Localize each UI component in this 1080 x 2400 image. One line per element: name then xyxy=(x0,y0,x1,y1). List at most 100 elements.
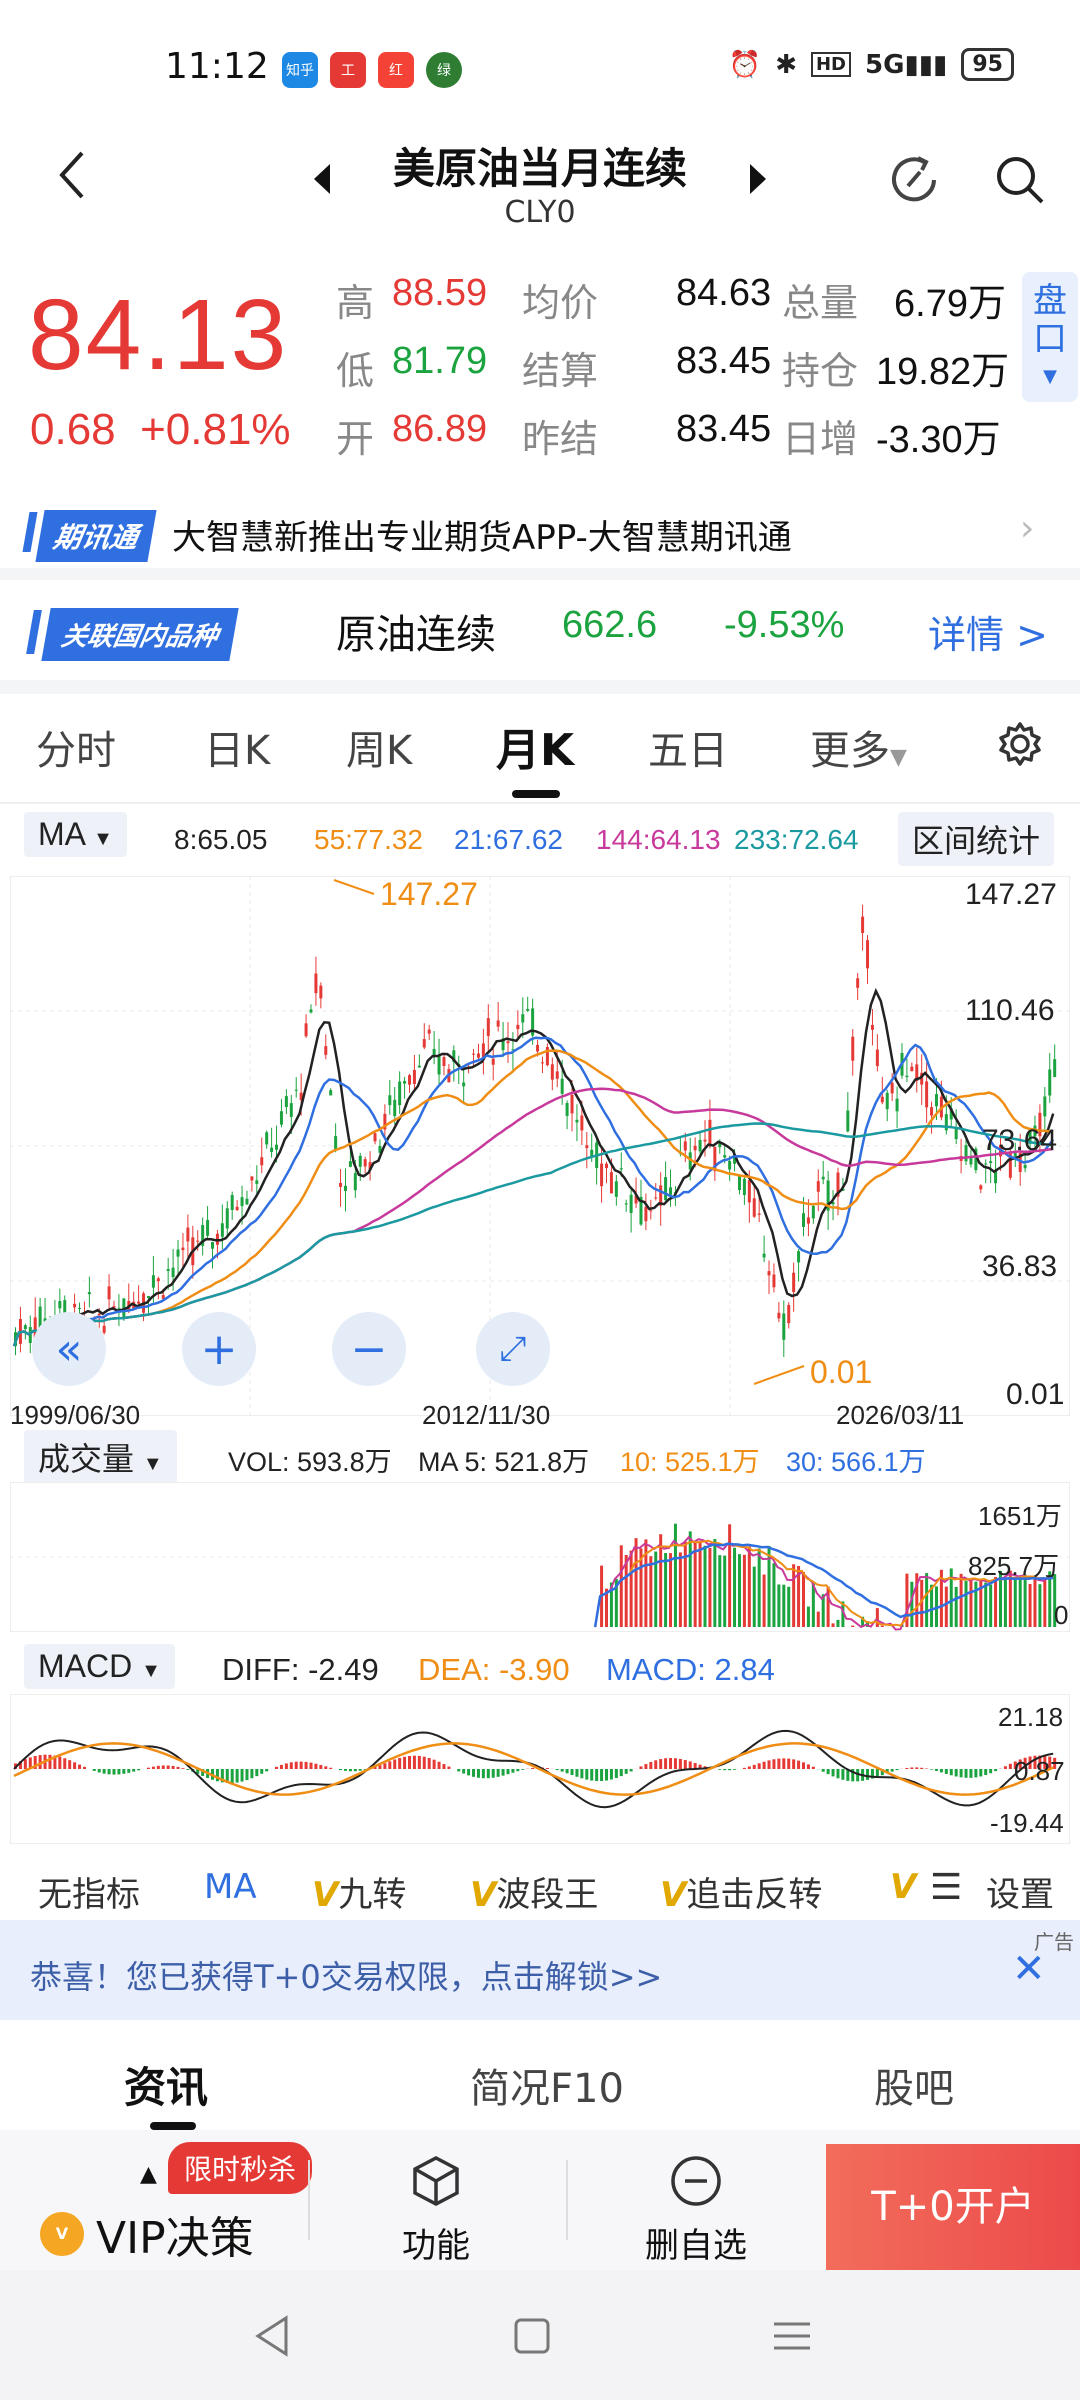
scroll-left-button[interactable]: « xyxy=(32,1312,106,1386)
candle xyxy=(949,1108,953,1120)
remove-watchlist-button[interactable]: 删自选 xyxy=(636,2154,756,2267)
zoom-out-button[interactable]: − xyxy=(332,1312,406,1386)
macd-bar xyxy=(895,1769,899,1771)
indicator-ma[interactable]: MA xyxy=(204,1867,257,1907)
macd-bar xyxy=(486,1769,490,1779)
volume-bar xyxy=(821,1594,825,1627)
macd-bar xyxy=(934,1769,938,1771)
macd-bar xyxy=(654,1760,658,1769)
candle xyxy=(235,1206,239,1211)
indicator-none[interactable]: 无指标 xyxy=(38,1875,140,1915)
candle xyxy=(1008,1152,1012,1178)
refresh-icon[interactable] xyxy=(884,150,944,214)
tab-daily-k[interactable]: 日K xyxy=(204,728,271,774)
close-icon[interactable]: ✕ xyxy=(1012,1946,1046,1992)
macd-bar xyxy=(496,1769,500,1777)
macd-bar xyxy=(378,1765,382,1769)
macd-bar xyxy=(920,1767,924,1769)
tab-five-day[interactable]: 五日 xyxy=(648,728,728,774)
macd-bar xyxy=(161,1765,165,1769)
candle xyxy=(378,1146,382,1153)
macd-bar xyxy=(555,1769,559,1771)
candle xyxy=(137,1301,141,1304)
candle xyxy=(984,1163,988,1165)
volume-bar xyxy=(703,1545,707,1627)
related-product[interactable]: 关联国内品种 原油连续 662.6 -9.53% 详情 > xyxy=(0,580,1080,680)
nav-back-icon[interactable] xyxy=(252,2314,292,2362)
candle xyxy=(545,1046,549,1066)
tab-f10[interactable]: 简况F10 xyxy=(470,2066,624,2112)
macd-bar xyxy=(1023,1757,1027,1769)
nav-home-icon[interactable] xyxy=(512,2316,552,2360)
candle xyxy=(757,1213,761,1215)
macd-bar xyxy=(683,1760,687,1769)
indicator-settings-button[interactable]: ☰ 设置 xyxy=(920,1861,1080,1923)
macd-bar xyxy=(1043,1755,1047,1769)
kline-chart[interactable]: 147.27 0.01 147.27 110.46 73.64 36.83 0.… xyxy=(9,875,1071,1430)
candle xyxy=(806,1217,810,1224)
macd-bar xyxy=(196,1769,200,1774)
indicator-jiuzhuan[interactable]: V九转 xyxy=(312,1875,407,1915)
volume-selector[interactable]: 成交量 ▼ xyxy=(24,1430,177,1484)
tab-timeshare[interactable]: 分时 xyxy=(36,728,116,774)
search-icon[interactable] xyxy=(990,150,1050,214)
zoom-in-button[interactable]: + xyxy=(182,1312,256,1386)
back-button[interactable] xyxy=(52,145,92,205)
volume-bar xyxy=(629,1550,633,1627)
news-banner[interactable]: 期讯通 大智慧新推出专业期货APP-大智慧期讯通 › xyxy=(0,490,1080,580)
indicator-boduanwang[interactable]: V波段王 xyxy=(470,1875,599,1915)
volume-bar xyxy=(1008,1570,1012,1627)
macd-bar xyxy=(723,1769,727,1771)
macd-bar xyxy=(718,1769,722,1770)
volume-chart: 1651万 825.7万 0 xyxy=(9,1481,1071,1633)
volume-bar xyxy=(664,1553,668,1627)
prev-contract-button[interactable] xyxy=(310,162,334,200)
volume-bar xyxy=(747,1546,751,1627)
next-contract-button[interactable] xyxy=(746,162,770,200)
macd-bar xyxy=(1033,1755,1037,1769)
ma-selector[interactable]: MA ▼ xyxy=(24,812,127,857)
candle xyxy=(260,1157,264,1166)
min-price-label: 0.01 xyxy=(810,1354,873,1390)
macd-bar xyxy=(156,1765,160,1769)
macd-bar xyxy=(250,1769,254,1779)
caret-up-icon: ▲ xyxy=(140,2162,157,2187)
ma233-value: 233:72.64 xyxy=(734,824,859,855)
tab-forum[interactable]: 股吧 xyxy=(874,2066,954,2112)
macd-bar xyxy=(619,1769,623,1777)
pankou-button[interactable]: 盘口 ▼ xyxy=(1022,272,1078,402)
related-detail-link[interactable]: 详情 > xyxy=(928,613,1048,657)
tab-more[interactable]: 更多▼ xyxy=(810,728,907,774)
tab-weekly-k[interactable]: 周K xyxy=(346,728,413,774)
macd-bar xyxy=(742,1767,746,1769)
macd-bar xyxy=(275,1766,279,1769)
signal-icon: 5G▮▮▮ xyxy=(865,49,948,80)
tab-news[interactable]: 资讯 xyxy=(124,2063,209,2112)
macd-bar xyxy=(447,1766,451,1769)
tab-monthly-k[interactable]: 月K xyxy=(496,725,575,776)
volume-bar xyxy=(708,1547,712,1627)
gear-icon[interactable] xyxy=(996,720,1044,772)
ad-banner[interactable]: 恭喜！您已获得T+0交易权限，点击解锁>> 广告 ✕ xyxy=(0,1920,1080,2020)
system-nav-bar xyxy=(0,2270,1080,2400)
nav-menu-icon[interactable] xyxy=(772,2316,812,2360)
function-button[interactable]: 功能 xyxy=(396,2154,476,2267)
range-stats-button[interactable]: 区间统计 xyxy=(898,812,1055,866)
macd-bar xyxy=(462,1769,466,1774)
vip-decision-button[interactable]: V VIP决策 xyxy=(40,2202,254,2266)
volume-bar xyxy=(959,1573,963,1627)
candle xyxy=(910,1066,914,1072)
volume-bar xyxy=(659,1534,663,1627)
candle xyxy=(166,1269,170,1271)
open-account-button[interactable]: T+0开户 xyxy=(826,2144,1080,2270)
fullscreen-button[interactable]: ⤢ xyxy=(476,1312,550,1386)
indicator-zhuiji[interactable]: V追击反转 xyxy=(660,1875,823,1915)
macd-bar xyxy=(890,1769,894,1772)
candle xyxy=(856,978,860,988)
macd-bar xyxy=(289,1762,293,1769)
macd-selector[interactable]: MACD ▼ xyxy=(24,1644,175,1689)
candle xyxy=(619,1168,623,1170)
macd-bar xyxy=(1048,1756,1052,1769)
macd-bar xyxy=(600,1769,604,1782)
settle-value: 83.45 xyxy=(676,340,772,382)
